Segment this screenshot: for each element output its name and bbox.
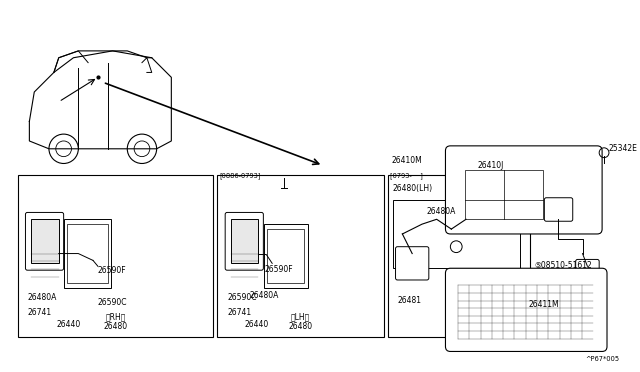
Text: 26480(LH): 26480(LH) — [392, 184, 433, 193]
FancyBboxPatch shape — [396, 247, 429, 280]
Text: 26741: 26741 — [227, 308, 252, 317]
FancyBboxPatch shape — [445, 268, 607, 352]
Text: 26590F: 26590F — [98, 266, 127, 275]
Text: ⑤08510-51612: ⑤08510-51612 — [534, 261, 592, 270]
Text: 〈RH〉: 〈RH〉 — [106, 312, 125, 321]
Text: 26590C: 26590C — [98, 298, 127, 307]
Bar — [388, 175, 530, 337]
FancyBboxPatch shape — [26, 212, 63, 270]
Text: [0886-0793]: [0886-0793] — [220, 172, 260, 179]
Text: 26480: 26480 — [104, 322, 127, 331]
FancyBboxPatch shape — [225, 212, 264, 270]
Text: 26440: 26440 — [57, 320, 81, 329]
Text: 26440: 26440 — [244, 320, 269, 329]
Bar — [218, 175, 384, 337]
Text: 26590C: 26590C — [227, 292, 257, 302]
Bar — [392, 200, 520, 268]
Text: 26480: 26480 — [289, 322, 312, 331]
Text: 26411M: 26411M — [529, 301, 559, 310]
Text: 25342E: 25342E — [609, 144, 638, 153]
Text: 26480A: 26480A — [250, 291, 279, 299]
FancyBboxPatch shape — [445, 146, 602, 234]
Text: 26741: 26741 — [28, 308, 52, 317]
Text: ^P67*005: ^P67*005 — [586, 356, 620, 362]
Bar — [63, 219, 111, 288]
Text: [0793-    ]: [0793- ] — [390, 172, 422, 179]
Bar — [264, 224, 308, 288]
Bar — [268, 229, 305, 283]
Text: 26410M: 26410M — [392, 155, 422, 164]
Bar — [18, 175, 213, 337]
Bar — [465, 170, 543, 219]
Text: 26481: 26481 — [397, 295, 422, 305]
Text: 26480A: 26480A — [28, 292, 57, 302]
FancyBboxPatch shape — [545, 198, 573, 221]
Text: 〈LH〉: 〈LH〉 — [291, 312, 310, 321]
Bar — [67, 224, 108, 283]
FancyBboxPatch shape — [575, 259, 599, 278]
Bar — [231, 219, 259, 263]
Bar — [31, 219, 59, 263]
Text: 26480A: 26480A — [427, 208, 456, 217]
Text: 26590F: 26590F — [264, 265, 293, 274]
Text: 26410J: 26410J — [478, 161, 504, 170]
